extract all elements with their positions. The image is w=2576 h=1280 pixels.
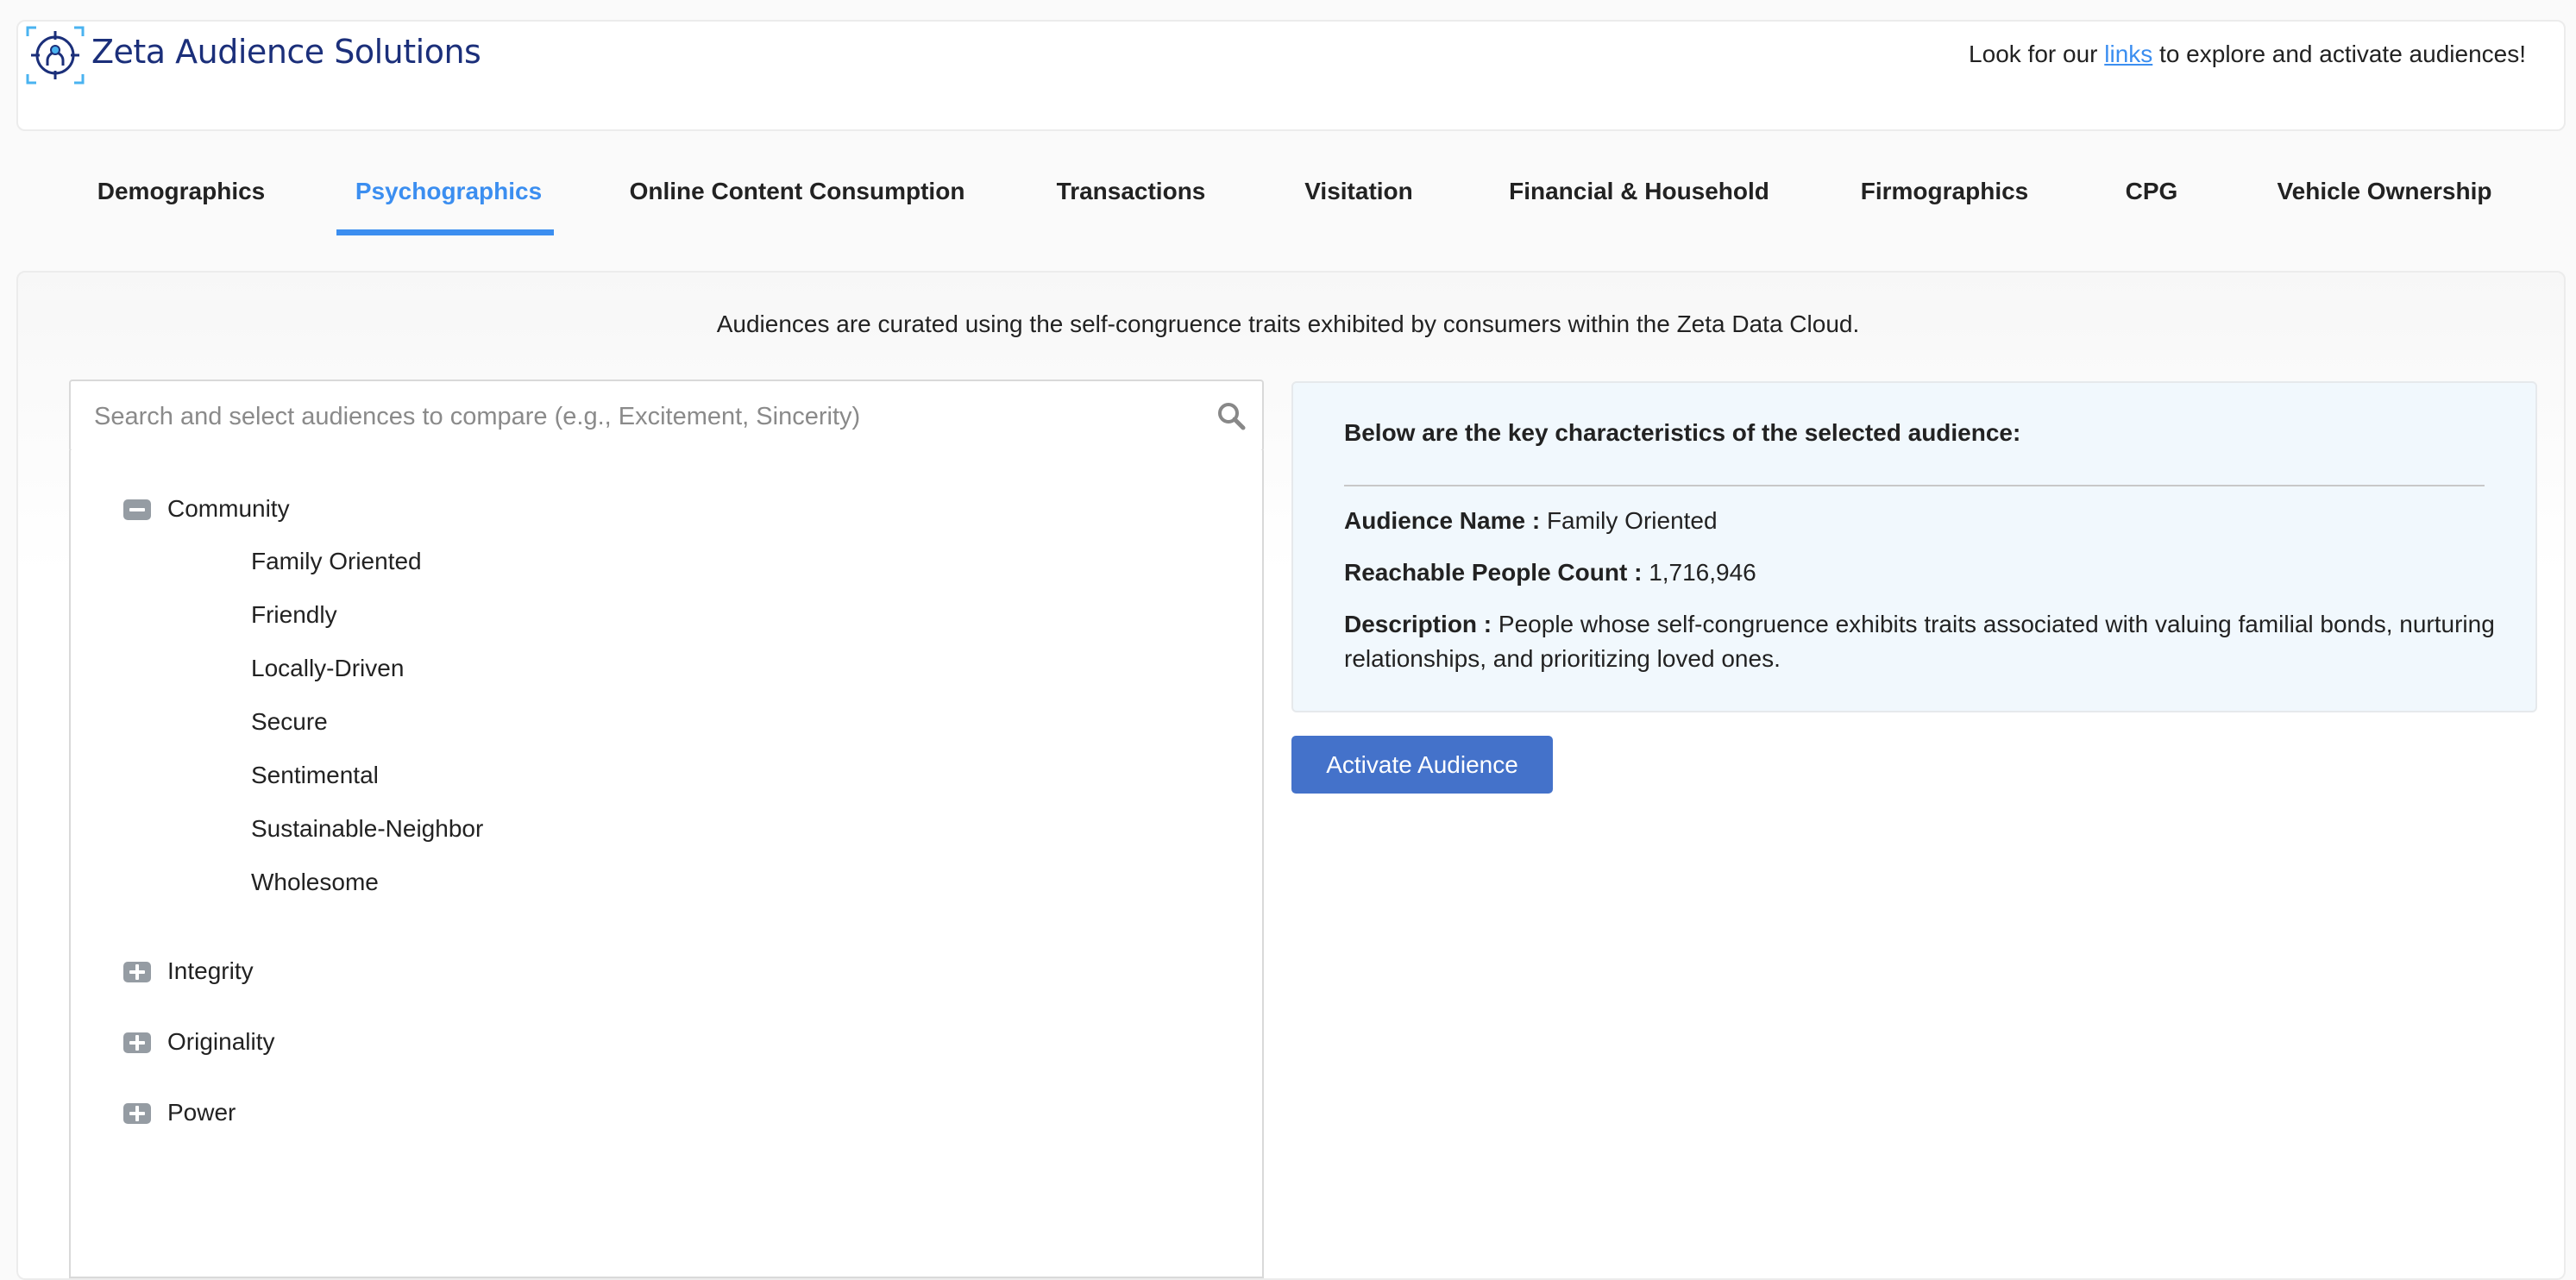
tree-leaf-wholesome[interactable]: Wholesome (251, 869, 379, 895)
description-line-1: People whose self-congruence exhibits tr… (1498, 611, 2495, 637)
active-tab-indicator (336, 229, 554, 235)
links-link[interactable]: links (2104, 41, 2153, 67)
top-header (16, 20, 2566, 131)
tree-node-originality[interactable]: Originality (167, 1028, 275, 1055)
audience-tree (69, 450, 1264, 1278)
tab-online-content-consumption[interactable]: Online Content Consumption (629, 178, 965, 204)
expand-icon[interactable] (123, 1032, 151, 1053)
description-row: Description : People whose self-congruen… (1344, 611, 2495, 638)
tree-node-integrity[interactable]: Integrity (167, 957, 254, 984)
brand-title: Zeta Audience Solutions (91, 33, 481, 71)
tree-node-community[interactable]: Community (167, 495, 290, 522)
activate-audience-button[interactable]: Activate Audience (1291, 736, 1553, 794)
tagline-suffix: to explore and activate audiences! (2152, 41, 2526, 67)
search-icon[interactable] (1216, 400, 1247, 431)
tree-leaf-friendly[interactable]: Friendly (251, 601, 337, 628)
collapse-icon[interactable] (123, 499, 151, 520)
reachable-count-value: 1,716,946 (1649, 559, 1756, 586)
tab-demographics[interactable]: Demographics (97, 178, 266, 204)
audience-name-value: Family Oriented (1546, 507, 1718, 534)
search-input[interactable] (92, 381, 1200, 452)
tab-firmographics[interactable]: Firmographics (1860, 178, 2029, 204)
tab-cpg[interactable]: CPG (2125, 178, 2178, 204)
reachable-count-label: Reachable People Count : (1344, 559, 1643, 586)
expand-icon[interactable] (123, 962, 151, 982)
tree-leaf-sentimental[interactable]: Sentimental (251, 762, 379, 788)
tab-psychographics[interactable]: Psychographics (355, 178, 543, 204)
tagline-prefix: Look for our (1969, 41, 2105, 67)
tagline: Look for our links to explore and activa… (1969, 41, 2526, 68)
tree-leaf-family-oriented[interactable]: Family Oriented (251, 548, 422, 574)
tree-leaf-locally-driven[interactable]: Locally-Driven (251, 655, 405, 681)
tab-financial-household[interactable]: Financial & Household (1509, 178, 1769, 204)
expand-icon[interactable] (123, 1103, 151, 1124)
logo-target-person-icon (26, 26, 85, 85)
tab-visitation[interactable]: Visitation (1304, 178, 1413, 204)
description-line-2: relationships, and prioritizing loved on… (1344, 645, 1781, 672)
tree-leaf-secure[interactable]: Secure (251, 708, 328, 735)
audience-name-row: Audience Name : Family Oriented (1344, 507, 1718, 535)
tree-node-power[interactable]: Power (167, 1099, 236, 1126)
audience-name-label: Audience Name : (1344, 507, 1541, 534)
details-heading: Below are the key characteristics of the… (1344, 419, 2021, 446)
search-box (69, 380, 1264, 452)
tree-leaf-sustainable-neighbor[interactable]: Sustainable-Neighbor (251, 815, 484, 842)
reachable-count-row: Reachable People Count : 1,716,946 (1344, 559, 1756, 587)
divider (1344, 485, 2485, 486)
intro-text: Audiences are curated using the self-con… (716, 311, 1860, 337)
audience-details-card (1291, 381, 2537, 712)
description-label: Description : (1344, 611, 1492, 637)
tab-vehicle-ownership[interactable]: Vehicle Ownership (2277, 178, 2492, 204)
tab-transactions[interactable]: Transactions (1056, 178, 1206, 204)
